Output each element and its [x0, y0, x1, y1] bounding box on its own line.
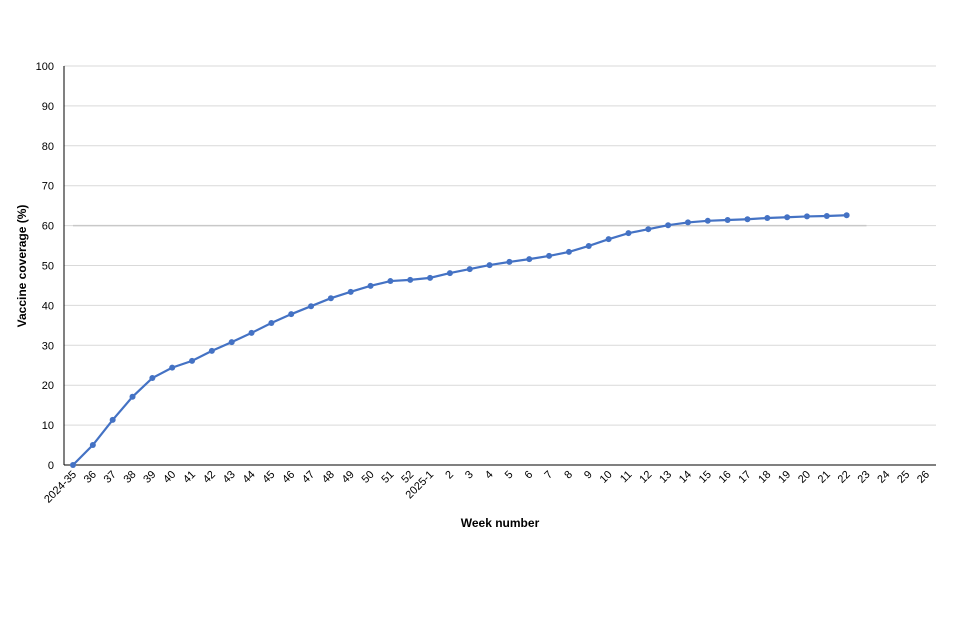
data-point	[347, 288, 354, 295]
x-tick-label: 48	[320, 469, 337, 486]
data-point	[704, 217, 711, 224]
data-point	[546, 252, 553, 259]
data-point	[446, 270, 453, 277]
x-tick-label: 20	[796, 469, 813, 486]
data-point	[89, 442, 96, 449]
x-tick-label: 49	[340, 469, 357, 486]
data-point	[427, 274, 434, 281]
x-tick-label: 46	[280, 469, 297, 486]
y-tick-label: 50	[42, 261, 54, 273]
x-tick-label: 4	[483, 469, 496, 482]
y-axis-title: Vaccine coverage (%)	[15, 205, 29, 328]
y-tick-label: 40	[42, 300, 54, 312]
data-point	[387, 278, 394, 285]
data-point	[565, 248, 572, 255]
data-point	[526, 256, 533, 263]
x-tick-label: 11	[618, 469, 635, 486]
x-tick-label: 44	[241, 469, 258, 486]
x-tick-label: 42	[201, 469, 218, 486]
x-tick-label: 41	[181, 469, 198, 486]
x-tick-label: 5	[503, 469, 516, 482]
data-point	[764, 215, 771, 222]
x-tick-label: 8	[562, 469, 575, 482]
data-point	[605, 236, 612, 243]
x-tick-label: 51	[379, 469, 396, 486]
x-tick-label: 2024-35	[42, 469, 79, 506]
y-tick-label: 0	[48, 460, 54, 472]
x-tick-label: 47	[300, 469, 317, 486]
x-tick-label: 21	[816, 469, 833, 486]
x-tick-label: 10	[598, 469, 615, 486]
x-tick-label: 6	[523, 469, 536, 482]
x-tick-label: 12	[637, 469, 654, 486]
data-point	[129, 393, 136, 400]
data-point	[585, 242, 592, 249]
x-tick-label: 18	[756, 469, 773, 486]
y-tick-label: 10	[42, 420, 54, 432]
x-tick-label: 50	[360, 469, 377, 486]
data-point	[208, 347, 215, 354]
data-point	[724, 217, 731, 224]
x-tick-label: 17	[736, 469, 753, 486]
x-tick-label: 38	[121, 469, 138, 486]
data-point	[189, 357, 196, 364]
x-tick-label: 3	[463, 469, 476, 482]
x-tick-label: 36	[82, 469, 99, 486]
data-point	[228, 339, 235, 346]
data-point	[645, 226, 652, 233]
data-point	[268, 319, 275, 326]
y-tick-label: 100	[36, 61, 54, 73]
y-tick-label: 20	[42, 380, 54, 392]
x-tick-label: 37	[102, 469, 119, 486]
data-point	[506, 258, 513, 265]
y-tick-label: 70	[42, 181, 54, 193]
data-point	[169, 364, 176, 371]
data-point	[784, 214, 791, 221]
data-point	[308, 303, 315, 310]
x-tick-label: 22	[836, 469, 853, 486]
x-tick-label: 16	[717, 469, 734, 486]
x-tick-label: 9	[582, 469, 595, 482]
data-point	[843, 212, 850, 219]
x-tick-label: 45	[260, 469, 277, 486]
x-tick-label: 15	[697, 469, 714, 486]
data-point	[466, 266, 473, 273]
data-point	[803, 213, 810, 220]
data-point	[288, 311, 295, 318]
y-tick-label: 30	[42, 340, 54, 352]
data-point	[367, 282, 374, 289]
series-line	[72, 214, 847, 466]
x-tick-label: 7	[542, 469, 555, 482]
x-tick-label: 26	[915, 469, 932, 486]
x-tick-label: 23	[855, 469, 872, 486]
x-axis-title: Week number	[461, 516, 540, 530]
x-tick-label: 25	[895, 469, 912, 486]
data-point	[665, 222, 672, 229]
data-point	[486, 262, 493, 269]
data-point	[327, 295, 334, 302]
data-point	[109, 416, 116, 423]
y-tick-label: 80	[42, 141, 54, 153]
x-tick-label: 13	[657, 469, 674, 486]
x-tick-label: 2	[443, 469, 456, 482]
y-tick-label: 60	[42, 221, 54, 233]
x-tick-label: 43	[221, 469, 238, 486]
x-tick-label: 14	[677, 469, 694, 486]
data-point	[823, 213, 830, 220]
data-point	[248, 329, 255, 336]
x-tick-label: 19	[776, 469, 793, 486]
y-tick-label: 90	[42, 101, 54, 113]
x-tick-label: 24	[875, 469, 892, 486]
data-point	[407, 276, 414, 283]
x-tick-label: 39	[141, 469, 158, 486]
x-tick-label: 40	[161, 469, 178, 486]
data-point	[744, 216, 751, 223]
data-point	[149, 375, 156, 382]
data-point	[70, 462, 76, 468]
data-point	[625, 230, 632, 237]
data-point	[684, 219, 691, 226]
